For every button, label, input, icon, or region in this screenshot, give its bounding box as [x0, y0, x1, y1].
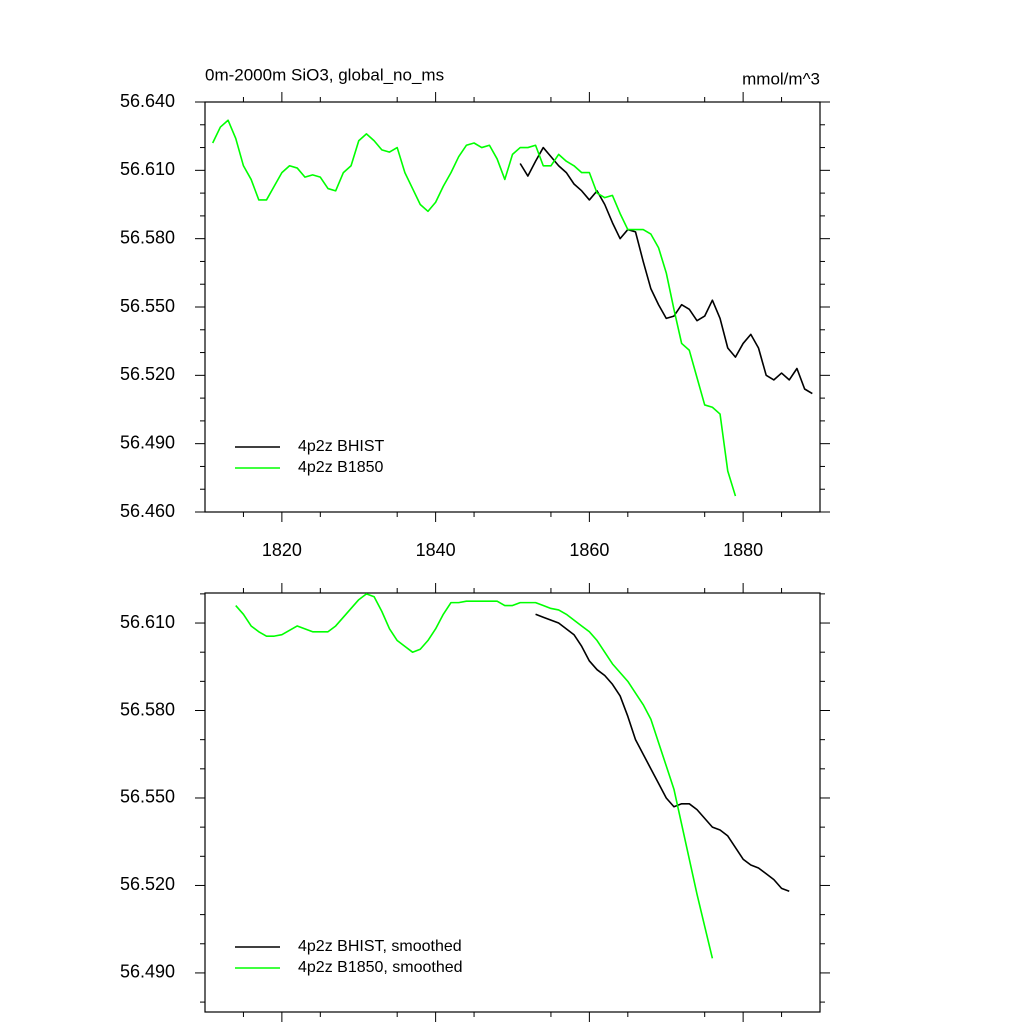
- y-tick-label: 56.520: [120, 364, 175, 384]
- y-tick-label: 56.490: [120, 962, 175, 982]
- legend-label: 4p2z B1850: [298, 459, 384, 476]
- y-tick-label: 56.580: [120, 227, 175, 247]
- series-line: [235, 593, 714, 959]
- x-tick-label: 1880: [723, 540, 763, 560]
- units-label: mmol/m^3: [742, 69, 820, 88]
- y-tick-label: 56.490: [120, 432, 175, 452]
- y-tick-label: 56.520: [120, 874, 175, 894]
- y-tick-label: 56.610: [120, 159, 175, 179]
- y-tick-label: 56.550: [120, 787, 175, 807]
- x-tick-label: 1820: [262, 540, 302, 560]
- legend-label: 4p2z BHIST: [298, 438, 384, 455]
- x-tick-label: 1840: [416, 540, 456, 560]
- series-line: [519, 146, 813, 395]
- y-tick-label: 56.640: [120, 91, 175, 111]
- series-line: [535, 613, 790, 893]
- series-line: [211, 119, 737, 497]
- plot-frame: [204, 592, 821, 1013]
- y-tick-label: 56.580: [120, 699, 175, 719]
- y-tick-label: 56.460: [120, 501, 175, 521]
- x-tick-label: 1860: [569, 540, 609, 560]
- legend-label: 4p2z BHIST, smoothed: [298, 938, 462, 955]
- y-tick-label: 56.610: [120, 612, 175, 632]
- legend-label: 4p2z B1850, smoothed: [298, 959, 463, 976]
- chart-title: 0m-2000m SiO3, global_no_ms: [205, 65, 444, 84]
- y-tick-label: 56.550: [120, 296, 175, 316]
